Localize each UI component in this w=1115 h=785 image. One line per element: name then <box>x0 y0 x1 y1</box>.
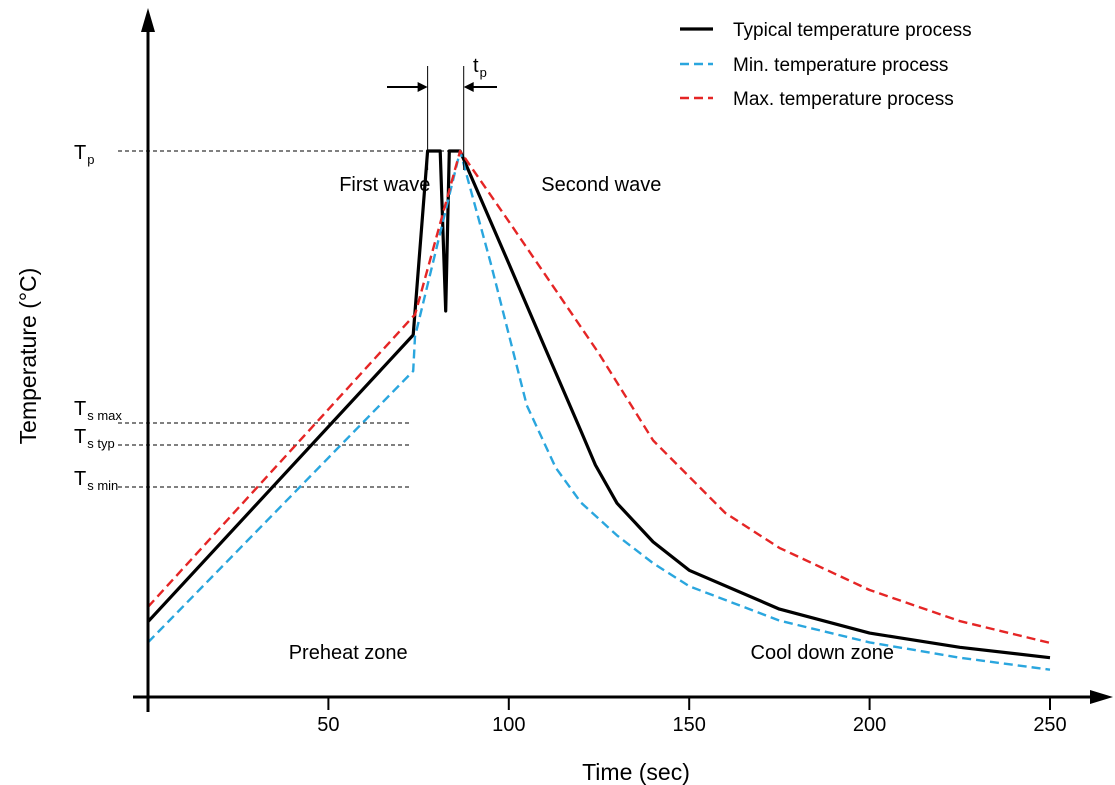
x-tick-label: 100 <box>492 714 525 736</box>
y-axis-title: Temperature (°C) <box>15 268 41 445</box>
level-label-ts-typ: Ts typ <box>74 426 115 451</box>
tp-arrow-left-icon <box>417 82 428 92</box>
legend-label-2: Min. temperature process <box>733 55 948 76</box>
level-label-main: T <box>74 142 86 164</box>
tp-label-main: t <box>473 55 479 77</box>
level-label-tp: Tp <box>74 142 94 167</box>
series-line-3 <box>147 149 1051 645</box>
x-tick-label: 50 <box>317 714 339 736</box>
tp-label: tp <box>473 55 487 80</box>
level-label-main: T <box>74 426 86 448</box>
tp-label-sub: p <box>480 65 487 80</box>
level-label-main: T <box>74 398 86 420</box>
level-label-ts-min: Ts min <box>74 468 118 493</box>
annotation-first-wave: First wave <box>339 174 430 196</box>
legend-label-3: Max. temperature process <box>733 89 954 110</box>
reference-lines <box>118 150 459 488</box>
x-axis-title: Time (sec) <box>582 759 690 785</box>
series-line-1 <box>146 149 1051 660</box>
level-label-main: T <box>74 468 86 490</box>
level-label-sub: s max <box>87 408 122 423</box>
annotation-cool-down-zone: Cool down zone <box>751 642 894 664</box>
x-tick-label: 200 <box>853 714 886 736</box>
x-axis-arrow-icon <box>1090 690 1113 704</box>
y-axis-arrow-icon <box>141 8 155 32</box>
level-label-sub: s min <box>87 478 118 493</box>
annotation-second-wave: Second wave <box>541 174 661 196</box>
tp-arrow-right-icon <box>463 82 474 92</box>
annotation-preheat-zone: Preheat zone <box>289 642 408 664</box>
x-tick-label: 150 <box>673 714 706 736</box>
legend-label-1: Typical temperature process <box>733 20 972 41</box>
legend: Typical temperature process Min. temperat… <box>680 20 972 110</box>
level-label-sub: p <box>87 152 94 167</box>
level-label-sub: s typ <box>87 436 114 451</box>
level-label-ts-max: Ts max <box>74 398 122 423</box>
series-lines <box>146 149 1051 671</box>
axes <box>133 8 1113 712</box>
series-line-2 <box>147 149 1051 671</box>
x-tick-label: 250 <box>1033 714 1066 736</box>
